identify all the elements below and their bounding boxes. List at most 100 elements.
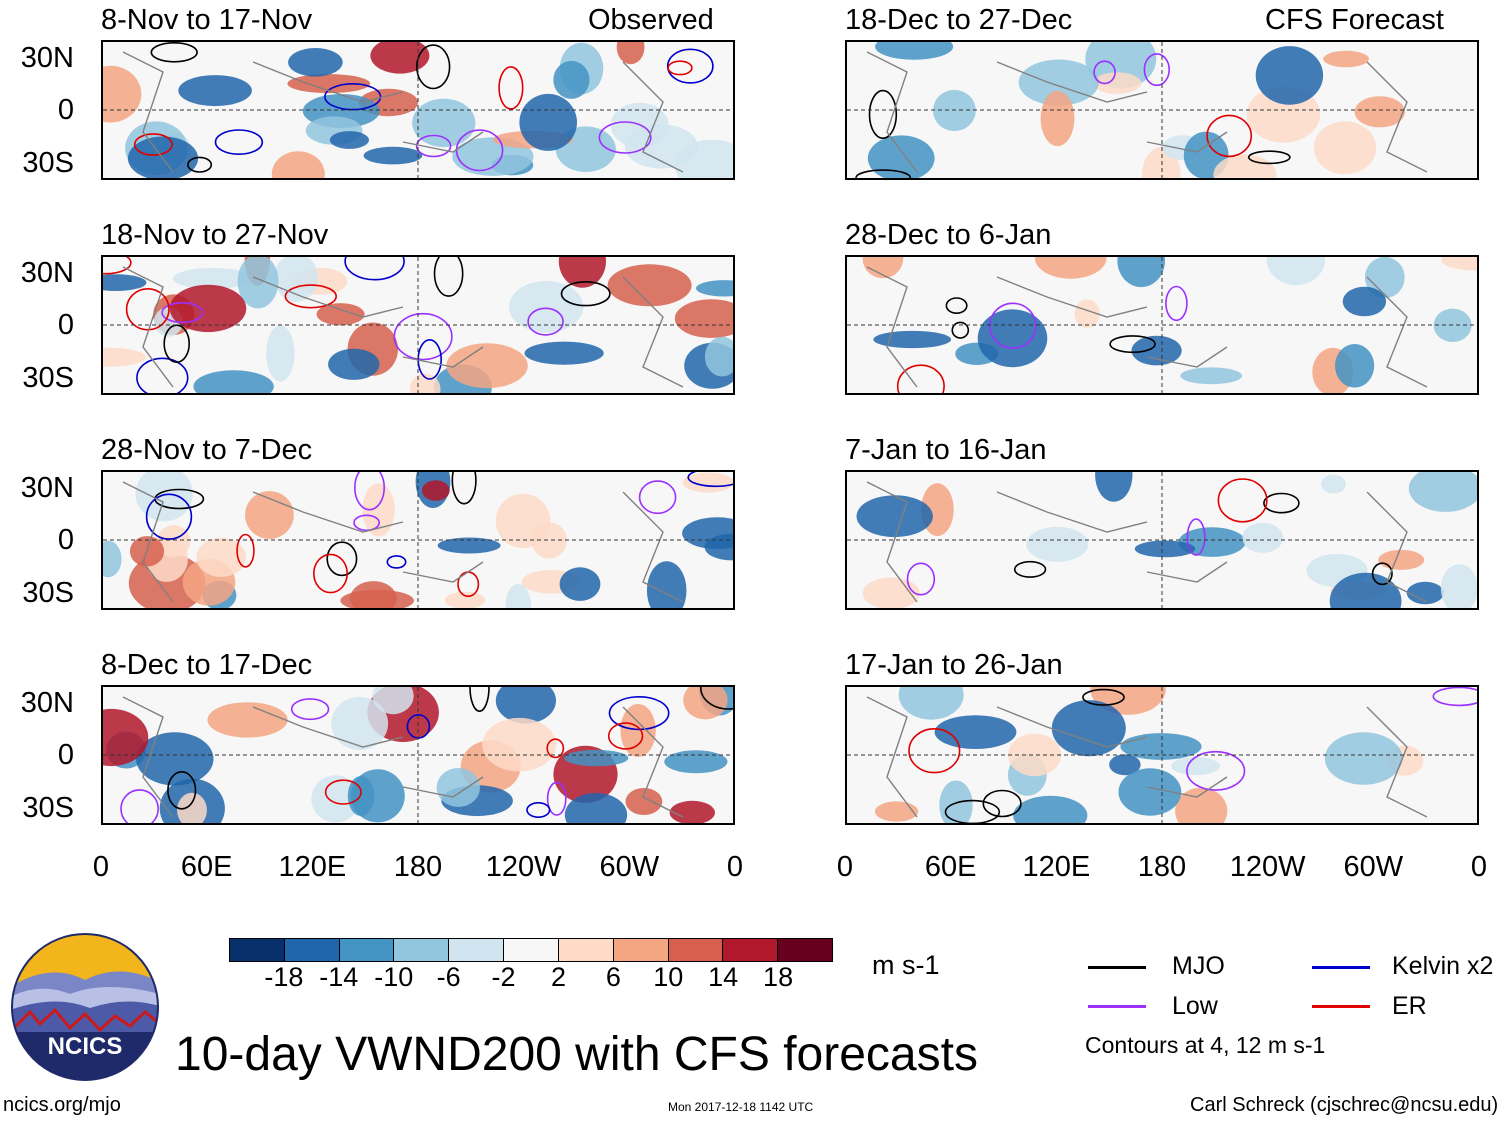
anomaly-shading <box>103 708 149 767</box>
anomaly-shading <box>1323 50 1369 68</box>
anomaly-shading <box>370 42 430 74</box>
anomaly-shading <box>519 93 577 151</box>
anomaly-shading <box>1109 754 1141 776</box>
anomaly-shading <box>274 257 318 302</box>
anomaly-shading <box>103 274 147 291</box>
anomaly-shading <box>1117 257 1165 288</box>
anomaly-shading <box>1018 59 1099 106</box>
panel-title-fcst-4: 17-Jan to 26-Jan <box>845 649 1063 681</box>
anomaly-shading <box>862 257 904 279</box>
anomaly-shading <box>1134 540 1196 558</box>
anomaly-shading <box>421 480 450 501</box>
contour-line <box>133 133 173 156</box>
panel-title-fcst-2: 28-Dec to 6-Jan <box>845 219 1052 251</box>
lon-tick-label: 0 <box>92 851 110 883</box>
anomaly-shading <box>135 472 193 522</box>
anomaly-shading <box>646 561 687 608</box>
contour-line <box>386 555 407 569</box>
panel-title-fcst-3: 7-Jan to 16-Jan <box>845 434 1047 466</box>
contour-line <box>433 257 464 297</box>
lon-tick-label: 0 <box>726 851 744 883</box>
colorbar-tick-label: 2 <box>550 962 566 992</box>
anomaly-shading <box>1178 527 1246 557</box>
colorbar-tick-label: 14 <box>708 962 739 992</box>
contour-line <box>982 789 1022 818</box>
anomaly-shading <box>372 687 414 715</box>
lat-tick-30s: 30S <box>22 362 74 394</box>
contour-line <box>1432 687 1477 707</box>
anomaly-shading <box>1441 257 1477 271</box>
author-credit: Carl Schreck (cjschrec@ncsu.edu) <box>1190 1094 1499 1116</box>
contour-line <box>290 698 330 721</box>
coastline <box>866 266 1428 388</box>
contour-line <box>855 169 912 178</box>
anomaly-shading <box>412 98 476 148</box>
map-plot <box>103 687 733 823</box>
coastline <box>122 266 684 388</box>
colorbar-swatch <box>778 939 832 961</box>
lon-tick-label: 120W <box>485 851 562 883</box>
anomaly-shading <box>271 151 325 178</box>
anomaly-shading <box>437 537 501 554</box>
anomaly-shading <box>169 284 247 333</box>
ncics-logo: NCICS <box>11 933 159 1081</box>
figure-title: 10-day VWND200 with CFS forecasts <box>175 1028 978 1081</box>
legend-line-low <box>1088 1005 1146 1008</box>
anomaly-shading <box>977 309 1048 368</box>
anomaly-shading <box>1364 257 1405 299</box>
lat-tick-0: 0 <box>57 739 74 771</box>
anomaly-shading <box>873 330 952 349</box>
anomaly-shading <box>103 65 142 123</box>
anomaly-shading <box>127 136 199 178</box>
anomaly-shading <box>669 800 715 823</box>
legend-line-kelvin <box>1312 966 1370 969</box>
anomaly-shading <box>898 687 964 720</box>
anomaly-shading <box>1266 257 1326 286</box>
anomaly-shading <box>1335 344 1375 388</box>
anomaly-shading <box>266 325 295 382</box>
contour-line <box>1109 335 1156 354</box>
anomaly-shading <box>362 483 395 537</box>
anomaly-shading <box>559 567 601 601</box>
contour-line <box>1186 518 1206 556</box>
anomaly-shading <box>288 48 343 77</box>
anomaly-shading <box>446 343 528 389</box>
lat-tick-30s: 30S <box>22 792 74 824</box>
anomaly-shading <box>1342 286 1387 317</box>
panel-title-obs-4: 8-Dec to 17-Dec <box>101 649 313 681</box>
colorbar-swatch <box>394 939 450 961</box>
anomaly-shading <box>1171 757 1221 775</box>
panel-title-obs-2: 18-Nov to 27-Nov <box>101 219 329 251</box>
panel-title-obs-3: 28-Nov to 7-Dec <box>101 434 313 466</box>
anomaly-shading <box>1324 732 1403 785</box>
contour-line <box>1206 114 1253 158</box>
map-panel-fcst-1 <box>845 40 1479 180</box>
anomaly-shading <box>875 42 954 60</box>
anomaly-shading <box>1180 367 1243 385</box>
coastline <box>866 51 1428 173</box>
contour-line <box>546 781 567 816</box>
anomaly-shading <box>1051 700 1126 757</box>
panel-label-cfs-forecast: CFS Forecast <box>1265 4 1444 36</box>
lon-tick-label: 180 <box>1137 851 1187 883</box>
contour-line <box>326 541 358 577</box>
anomaly-shading <box>331 696 389 751</box>
map-plot <box>103 42 733 178</box>
contour-line <box>1143 53 1170 87</box>
anomaly-shading <box>674 299 733 338</box>
colorbar-units: m s-1 <box>872 950 940 980</box>
anomaly-shading <box>177 792 207 823</box>
anomaly-shading <box>1313 121 1377 175</box>
anomaly-shading <box>1026 526 1089 562</box>
contour-line <box>214 129 264 156</box>
anomaly-shading <box>1329 572 1402 608</box>
anomaly-shading <box>103 347 146 367</box>
contour-line <box>1247 150 1291 165</box>
site-link[interactable]: ncics.org/mjo <box>3 1094 121 1116</box>
contour-line <box>908 728 961 774</box>
anomaly-shading <box>482 717 556 772</box>
contour-line <box>150 42 198 63</box>
colorbar-tick-label: -6 <box>436 962 461 992</box>
coastline <box>122 51 684 173</box>
anomaly-shading <box>1074 299 1100 328</box>
